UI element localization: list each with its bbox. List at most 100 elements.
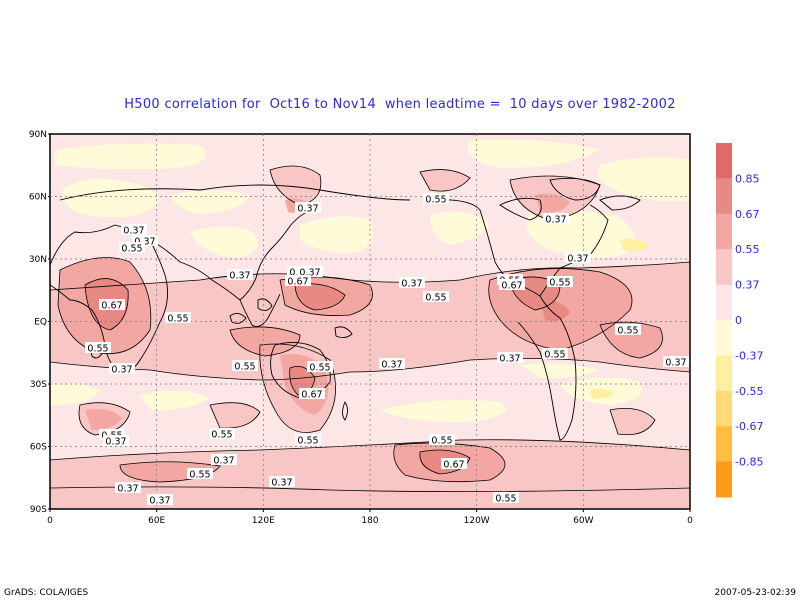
contour-label: 0.55 (234, 362, 255, 373)
contour-label-bg (109, 363, 135, 374)
contour-label-bg (543, 213, 569, 224)
colorbar-swatch (716, 355, 732, 392)
contour-label-bg (115, 482, 141, 493)
contour-label-bg (103, 435, 129, 446)
contour-label-bg (165, 312, 191, 323)
contour-label: 0.67 (287, 277, 308, 288)
contour-label-bg (121, 224, 147, 235)
contour-label-bg (295, 202, 321, 213)
lon-tick-label: 120W (464, 516, 490, 526)
contour-label: 0.55 (549, 278, 570, 289)
contour-label: 0.55 (87, 344, 108, 355)
contour-label-bg (307, 361, 333, 372)
contour-label: 0.37 (545, 215, 566, 226)
contour-label-bg (85, 342, 111, 353)
contour-label: 0.37 (567, 254, 588, 265)
contour-label: 0.37 (105, 437, 126, 448)
contour-label-bg (232, 360, 258, 371)
contour-label-bg (299, 388, 325, 399)
contour-label-bg (211, 454, 237, 465)
colorbar-swatch (716, 390, 732, 427)
contour-label-bg (269, 476, 295, 487)
footer-timestamp: 2007-05-23-02:39 (714, 588, 797, 598)
colorbar-level-label: -0.37 (735, 349, 763, 362)
colorbar-level-label: 0.85 (735, 172, 760, 185)
contour-label-bg (441, 458, 467, 469)
contour-label: 0.37 (111, 365, 132, 376)
contour-label: 0.37 (401, 279, 422, 290)
contour-label-bg (132, 235, 158, 246)
contour-label-bg (429, 434, 455, 445)
colorbar-swatch (716, 461, 732, 498)
colorbar-swatch (716, 426, 732, 463)
contour-label-bg (209, 428, 235, 439)
lat-tick-label: 60N (29, 193, 47, 203)
colorbar-level-label: -0.55 (735, 385, 763, 398)
contour-label-bg (99, 429, 125, 440)
lat-tick-label: 90N (29, 130, 47, 140)
contour-label: 0.55 (617, 326, 638, 337)
colorbar-swatch (716, 320, 732, 356)
contour-label: 0.55 (167, 314, 188, 325)
contour-label-bg (542, 348, 568, 359)
lat-tick-label: 90S (30, 505, 47, 515)
contour-label-bg (615, 324, 641, 335)
colorbar-swatch (716, 178, 732, 215)
contour-label-bg (565, 252, 591, 263)
lon-tick-label: 60E (148, 516, 165, 526)
colorbar-level-label: -0.85 (735, 456, 763, 469)
colorbar-level-label: -0.67 (735, 420, 763, 433)
contour-label: 0.37 (149, 496, 170, 507)
contour-label: 0.55 (495, 494, 516, 505)
contour-label: 0.67 (443, 460, 464, 471)
contour-label: 0.55 (121, 244, 142, 255)
colorbar-level-label: 0.37 (735, 279, 760, 292)
colorbar-swatch (716, 143, 732, 179)
lon-tick-label: 0 (47, 516, 53, 526)
colorbar-level-label: 0.67 (735, 208, 760, 221)
colorbar-swatch (716, 284, 732, 321)
contour-label: 0.55 (309, 363, 330, 374)
lat-tick-label: EQ (34, 318, 47, 328)
contour-label: 0.55 (431, 436, 452, 447)
contour-label: 0.55 (211, 430, 232, 441)
contour-label: 0.37 (123, 226, 144, 237)
contour-label: 0.37 (117, 484, 138, 495)
contour-label: 0.67 (501, 281, 522, 292)
contour-label-bg (297, 266, 323, 277)
colorbar-level-label: 0 (735, 314, 742, 327)
contour-label-bg (547, 276, 573, 287)
contour-lines (50, 165, 690, 492)
contour-label: 0.37 (299, 268, 320, 279)
contour-label-bg (227, 269, 253, 280)
contour-label: 0.37 (271, 478, 292, 489)
contour-label-bg (119, 242, 145, 253)
colorbar-swatch (716, 249, 732, 286)
contour-label-bg (499, 279, 525, 290)
lat-tick-label: 60S (30, 443, 47, 453)
lon-tick-label: 180 (361, 516, 378, 526)
contour-label-bg (497, 352, 523, 363)
contour-label-bg (379, 358, 405, 369)
lon-tick-label: 0 (687, 516, 693, 526)
lat-tick-label: 30S (30, 380, 47, 390)
contour-label-bg (99, 299, 125, 310)
contour-label: 0.37 (381, 360, 402, 371)
contour-label: 0.37 (229, 271, 250, 282)
contour-label-bg (663, 356, 689, 367)
contour-label: 0.67 (301, 390, 322, 401)
contour-label: 0.55 (189, 470, 210, 481)
contour-label-bg (423, 193, 449, 204)
contour-label-bg (423, 291, 449, 302)
chart-title: H500 correlation for Oct16 to Nov14 when… (124, 97, 676, 112)
lon-tick-label: 120E (252, 516, 275, 526)
contour-label: 0.55 (425, 195, 446, 206)
contour-label: 0.37 (665, 358, 686, 369)
contour-label-bg (147, 494, 173, 505)
contour-label: 0.67 (101, 301, 122, 312)
footer-software-credit: GrADS: COLA/IGES (4, 588, 89, 598)
lat-tick-label: 30N (29, 255, 47, 265)
contour-label: 0.55 (297, 436, 318, 447)
